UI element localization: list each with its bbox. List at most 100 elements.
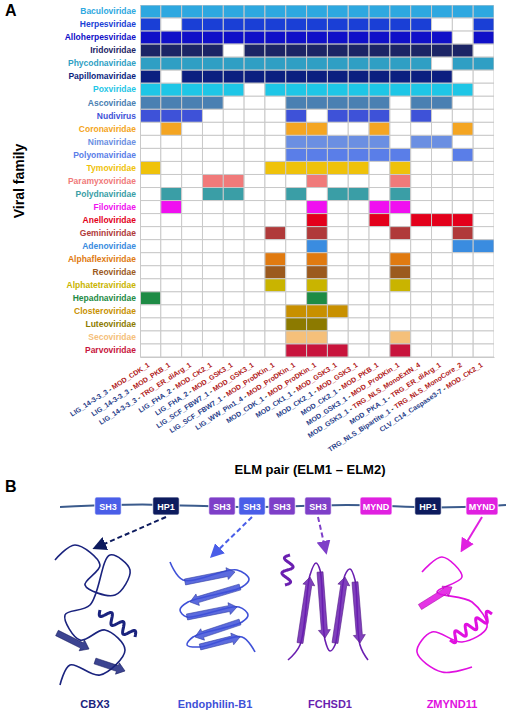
cell	[265, 70, 286, 83]
cell	[182, 5, 203, 18]
cell	[327, 188, 348, 201]
cell	[327, 96, 348, 109]
cell	[265, 305, 286, 318]
cell	[140, 344, 161, 357]
cell	[369, 214, 390, 227]
cell	[140, 148, 161, 161]
tick: Coronaviridae	[79, 124, 136, 134]
cell	[223, 135, 244, 148]
cell	[390, 188, 411, 201]
cell	[473, 161, 494, 174]
cell	[369, 109, 390, 122]
cell	[411, 135, 432, 148]
cell	[307, 318, 328, 331]
cell	[452, 161, 473, 174]
cell	[411, 57, 432, 70]
cell	[244, 188, 265, 201]
cell	[369, 279, 390, 292]
cell	[223, 292, 244, 305]
cell	[265, 135, 286, 148]
cell	[161, 135, 182, 148]
cell	[327, 344, 348, 357]
tick-label: Adenoviridae	[82, 241, 136, 251]
cell	[202, 70, 223, 83]
cell	[202, 305, 223, 318]
cell	[307, 135, 328, 148]
cell	[390, 214, 411, 227]
cell	[182, 57, 203, 70]
cell	[432, 305, 453, 318]
cell	[369, 31, 390, 44]
cell	[348, 148, 369, 161]
cell	[161, 31, 182, 44]
cell	[348, 292, 369, 305]
cell	[390, 109, 411, 122]
cell	[223, 122, 244, 135]
cell	[432, 122, 453, 135]
cell	[369, 148, 390, 161]
tick-label: Alphatetraviridae	[67, 280, 137, 290]
cell	[202, 188, 223, 201]
tick-label: Baculoviridae	[80, 6, 136, 16]
tick: Alloherpesviridae	[65, 32, 137, 42]
cell	[286, 201, 307, 214]
tick: Iridoviridae	[90, 45, 136, 55]
cell	[432, 279, 453, 292]
cell	[473, 44, 494, 57]
cell	[369, 201, 390, 214]
cell	[327, 70, 348, 83]
cell	[411, 279, 432, 292]
cell	[223, 266, 244, 279]
cell	[161, 279, 182, 292]
cell	[348, 318, 369, 331]
cell	[348, 344, 369, 357]
cell	[411, 31, 432, 44]
cell	[390, 18, 411, 31]
cell	[348, 188, 369, 201]
cell	[390, 266, 411, 279]
cell	[390, 135, 411, 148]
cell	[265, 214, 286, 227]
cell	[307, 174, 328, 187]
cell	[369, 57, 390, 70]
cell	[452, 240, 473, 253]
cell	[202, 31, 223, 44]
cell	[140, 240, 161, 253]
panel-label: B	[5, 478, 17, 495]
cell	[286, 161, 307, 174]
cell	[369, 96, 390, 109]
cell	[182, 96, 203, 109]
tick-label: Secoviridae	[88, 332, 136, 342]
cell	[223, 96, 244, 109]
cell	[411, 253, 432, 266]
cell	[473, 122, 494, 135]
tick: Secoviridae	[88, 332, 136, 342]
cell	[390, 96, 411, 109]
cell	[161, 266, 182, 279]
cell	[411, 331, 432, 344]
cell	[202, 96, 223, 109]
cell	[473, 318, 494, 331]
cell	[244, 31, 265, 44]
tick: Adenoviridae	[82, 241, 136, 251]
cell	[244, 161, 265, 174]
cell	[473, 214, 494, 227]
cell	[223, 70, 244, 83]
cell	[244, 57, 265, 70]
cell	[432, 240, 453, 253]
cell	[390, 44, 411, 57]
cell	[411, 70, 432, 83]
axis-title: ELM pair (ELM1 – ELM2)	[235, 462, 386, 477]
cell	[307, 83, 328, 96]
cell	[327, 44, 348, 57]
cell	[182, 266, 203, 279]
cell	[223, 227, 244, 240]
cell	[140, 331, 161, 344]
cell	[286, 227, 307, 240]
cell	[369, 292, 390, 305]
tick-label: Filoviridae	[93, 202, 136, 212]
tick-label: Polyomaviridae	[73, 150, 136, 160]
structure	[170, 562, 255, 652]
cell	[182, 292, 203, 305]
cell	[307, 70, 328, 83]
